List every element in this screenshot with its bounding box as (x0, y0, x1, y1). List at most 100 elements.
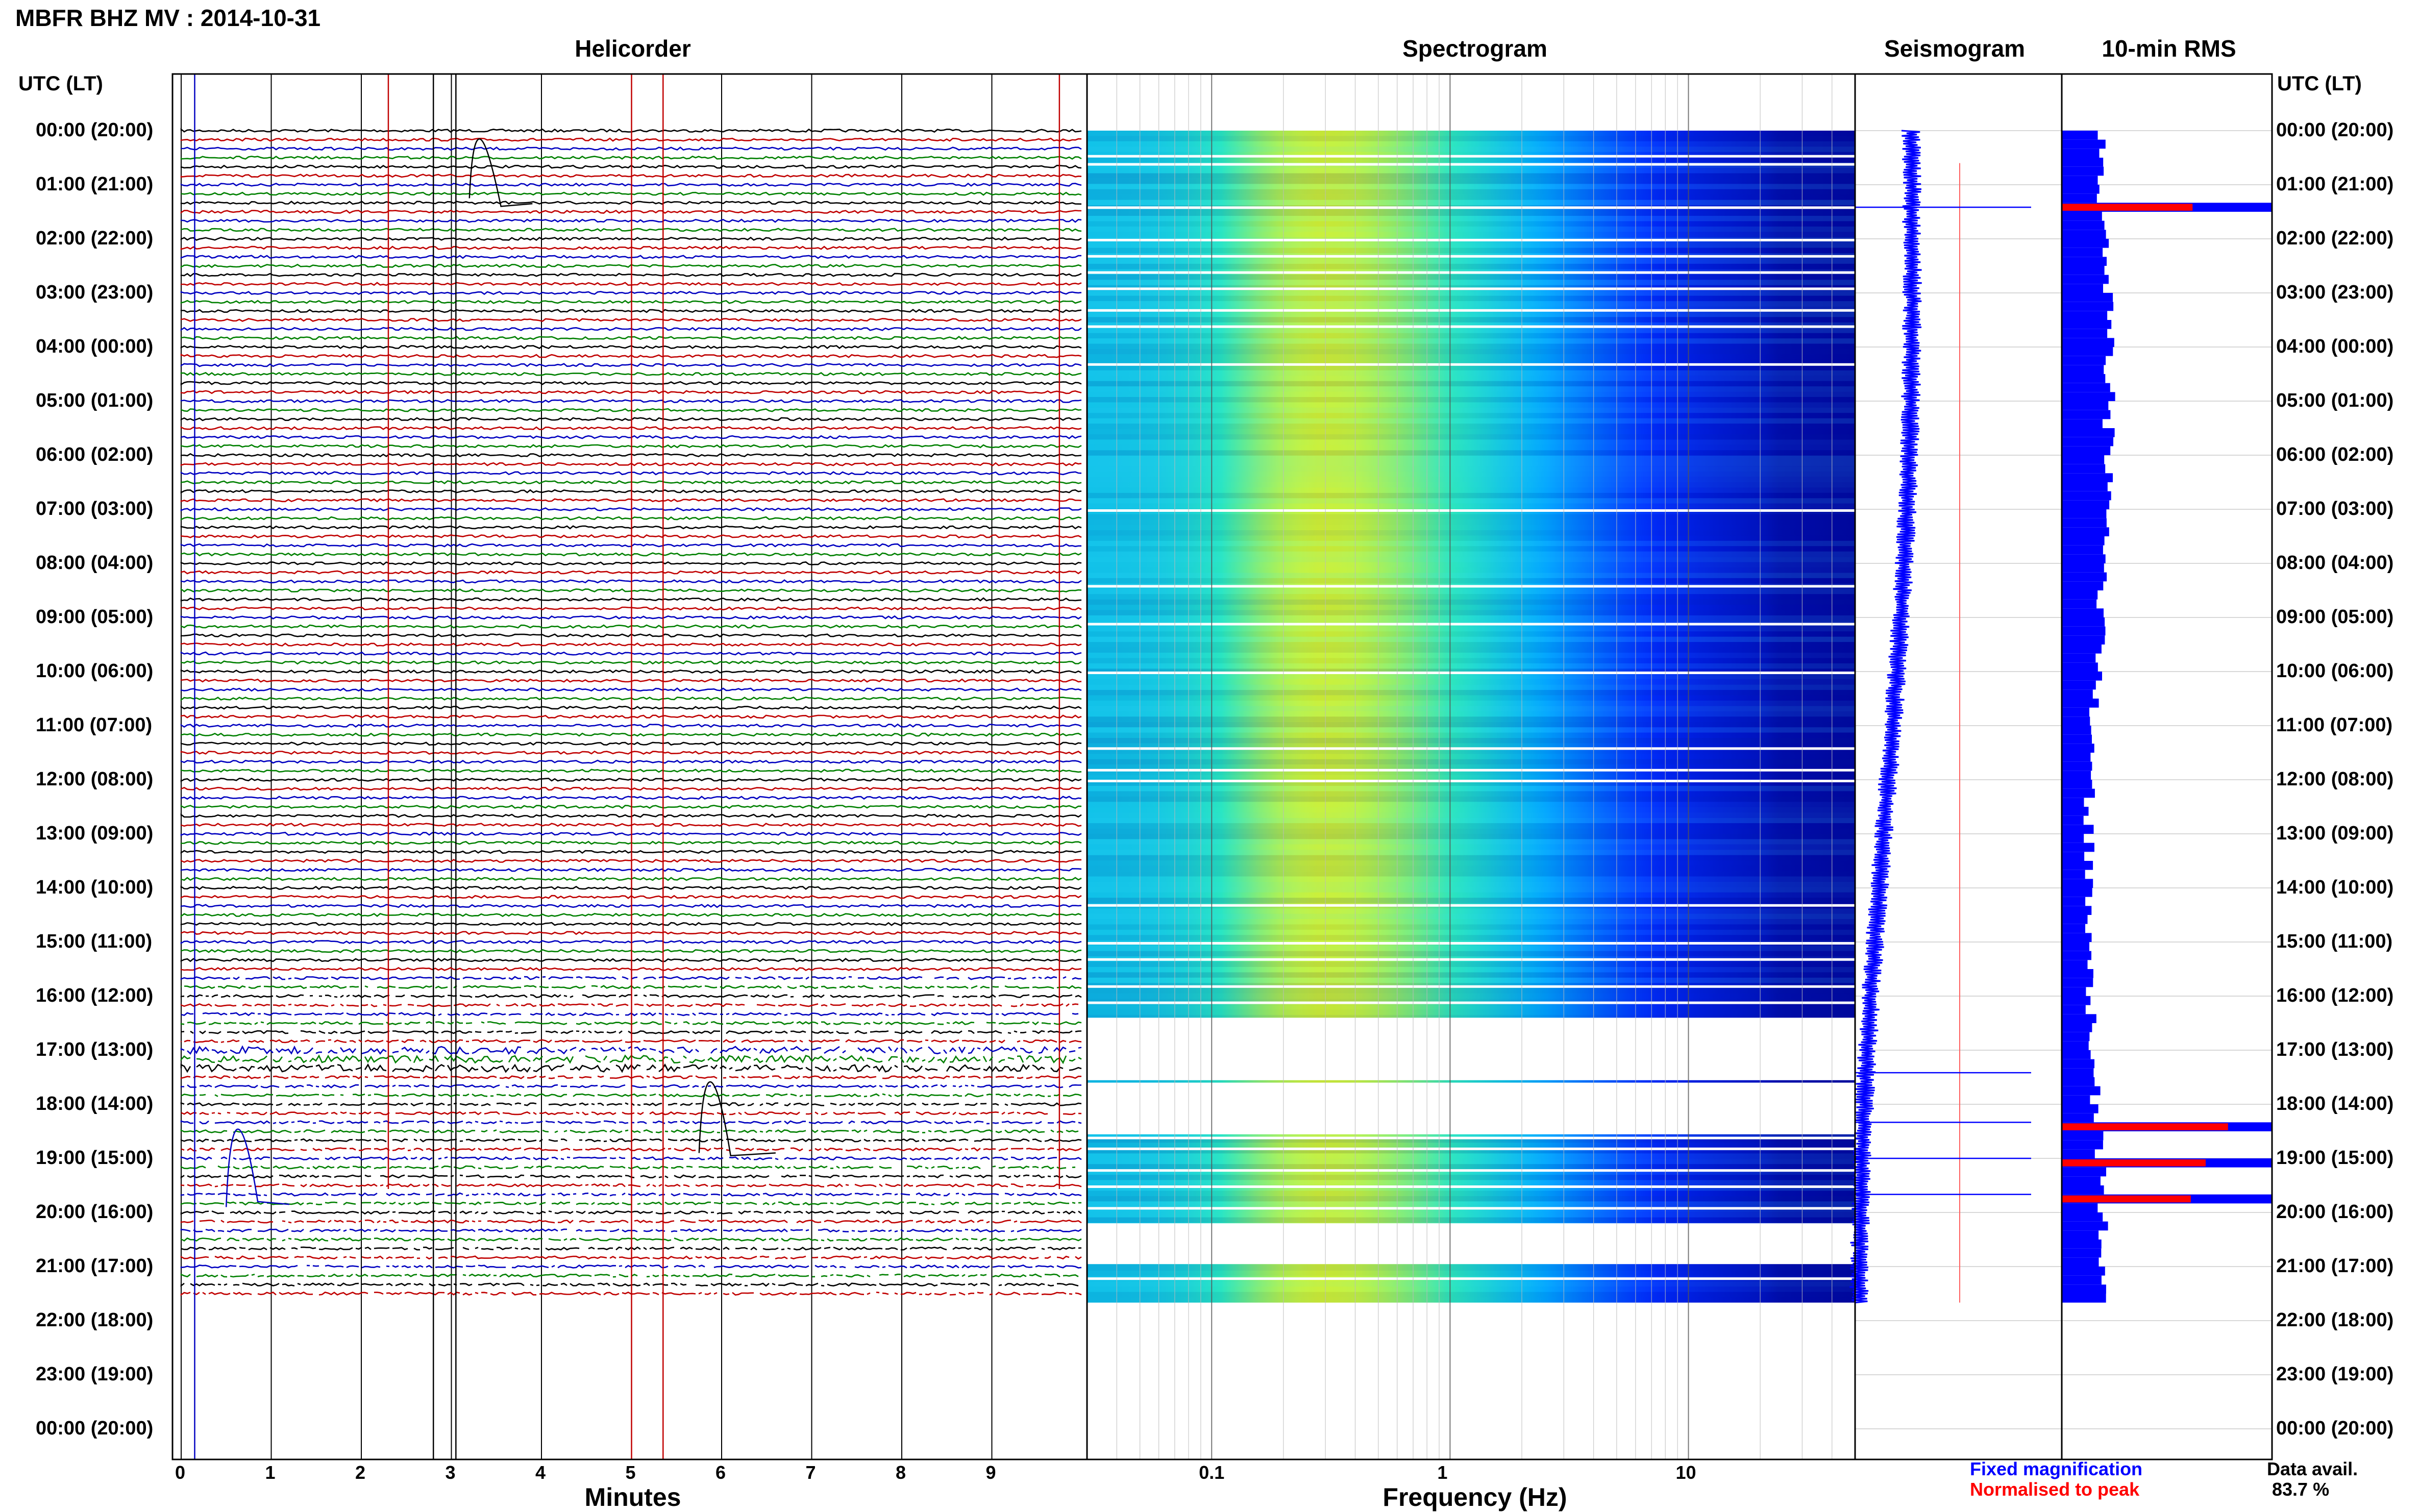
spectrogram-row (1087, 450, 1855, 456)
helicorder-trace (180, 642, 1082, 647)
spectrogram-row (1087, 1297, 1855, 1303)
helicorder-trace (180, 381, 1082, 386)
rms-bar (2062, 1203, 2098, 1212)
helicorder-x-tick-label: 7 (805, 1462, 816, 1483)
helicorder-trace (180, 579, 1082, 584)
data-availability-value: 83.7 % (2272, 1479, 2330, 1500)
helicorder-trace (180, 182, 1082, 187)
spectrogram-row (1087, 402, 1855, 408)
spectrogram-row (1087, 141, 1855, 147)
data-availability-label: Data avail. (2267, 1458, 2358, 1479)
rms-bar (2062, 247, 2103, 257)
spectrogram-row (1087, 929, 1855, 935)
rms-bar (2062, 1023, 2092, 1032)
helicorder-trace (181, 1030, 1082, 1034)
spectrogram-row (1087, 461, 1855, 466)
spectrogram-row (1087, 530, 1855, 536)
rms-bar (2062, 897, 2086, 906)
spectrogram-row (1087, 189, 1855, 195)
rms-bar (2062, 536, 2105, 546)
hour-label-right: 05:00 (01:00) (2276, 390, 2394, 411)
spectrogram-row (1087, 247, 1855, 254)
helicorder-x-tick-label: 5 (625, 1462, 636, 1483)
rms-bar (2062, 374, 2106, 383)
rms-bar (2062, 807, 2089, 816)
spectrogram-row (1087, 668, 1855, 674)
spectrogram-row (1087, 871, 1855, 877)
spectrogram-gap (1087, 1277, 1855, 1280)
rms-bar (2062, 554, 2106, 563)
helicorder-x-tick-label: 0 (175, 1462, 186, 1483)
hour-label-right: 20:00 (16:00) (2276, 1201, 2394, 1223)
rms-bar (2062, 410, 2111, 419)
helicorder-trace (180, 191, 1082, 196)
spectrogram-row (1087, 935, 1855, 940)
spectrogram-row (1087, 525, 1855, 530)
spectrogram-row (1087, 376, 1855, 381)
helicorder-trace (180, 904, 1082, 908)
spectrogram-row (1087, 418, 1855, 424)
rms-bar-normalised (2062, 1195, 2191, 1203)
rms-bar (2062, 329, 2108, 338)
rms-bar (2062, 383, 2110, 392)
helicorder-trace (180, 300, 1082, 304)
helicorder-trace (180, 858, 1081, 863)
helicorder-trace (180, 840, 1082, 845)
rms-bar (2062, 608, 2104, 617)
spectrogram-row (1087, 439, 1855, 445)
spectrogram-row (1087, 951, 1855, 957)
hour-label-left: 00:00 (20:00) (36, 1418, 154, 1439)
helicorder-trace (180, 399, 1082, 404)
rms-bar (2062, 734, 2092, 744)
rms-bar (2062, 987, 2086, 996)
rms-bar (2062, 978, 2093, 987)
spectrogram-row (1087, 173, 1855, 179)
rms-bar (2062, 906, 2092, 915)
spectrogram-gap (1087, 1185, 1855, 1188)
spectrogram-row (1087, 1004, 1855, 1010)
helicorder-trace (180, 786, 1082, 791)
spectrogram-row (1087, 407, 1855, 413)
spectrogram-gap (1087, 1136, 1855, 1139)
helicorder-trace (180, 606, 1082, 611)
helicorder-trace (180, 1228, 1082, 1233)
spectrogram-row (1087, 1164, 1855, 1170)
rms-bar (2062, 716, 2090, 726)
rms-bar (2062, 284, 2103, 293)
spectrogram-row (1087, 812, 1855, 818)
rms-bar (2062, 500, 2110, 509)
rms-bar (2062, 1284, 2106, 1294)
rms-bar (2062, 1077, 2095, 1086)
rms-bar (2062, 338, 2114, 347)
spectrogram-row (1087, 136, 1855, 141)
spectrogram-row (1087, 157, 1855, 163)
hour-label-right: 18:00 (14:00) (2276, 1093, 2394, 1114)
spectrogram-row (1087, 391, 1855, 397)
helicorder-trace (181, 1246, 1082, 1251)
spectrogram-row (1087, 764, 1855, 770)
spectrogram-row (1087, 466, 1855, 472)
spectrogram-row (1087, 1079, 1855, 1084)
spectrogram-row (1087, 631, 1855, 637)
rms-bar (2062, 320, 2112, 329)
helicorder-trace (180, 309, 1082, 313)
time-axis-label-left: UTC (LT) (18, 72, 103, 95)
hour-label-left: 05:00 (01:00) (36, 390, 154, 411)
helicorder-transient (226, 1128, 289, 1207)
spectrogram-row (1087, 317, 1855, 323)
hour-label-right: 10:00 (06:00) (2276, 660, 2394, 682)
rms-bar (2062, 1113, 2094, 1123)
spectrogram-row (1087, 338, 1855, 344)
spectrogram-x-tick-label: 10 (1675, 1462, 1696, 1483)
hour-label-right: 16:00 (12:00) (2276, 985, 2394, 1006)
helicorder-x-tick-label: 2 (355, 1462, 366, 1483)
hour-label-right: 01:00 (21:00) (2276, 173, 2394, 195)
rms-bar (2062, 743, 2094, 753)
spectrogram-row (1087, 605, 1855, 610)
spectrogram-row (1087, 919, 1855, 925)
spectrogram-gap (1087, 509, 1855, 512)
spectrogram-row (1087, 850, 1855, 855)
helicorder-trace (180, 263, 1082, 268)
helicorder-x-tick-label: 8 (896, 1462, 906, 1483)
rms-bar (2062, 1248, 2102, 1258)
